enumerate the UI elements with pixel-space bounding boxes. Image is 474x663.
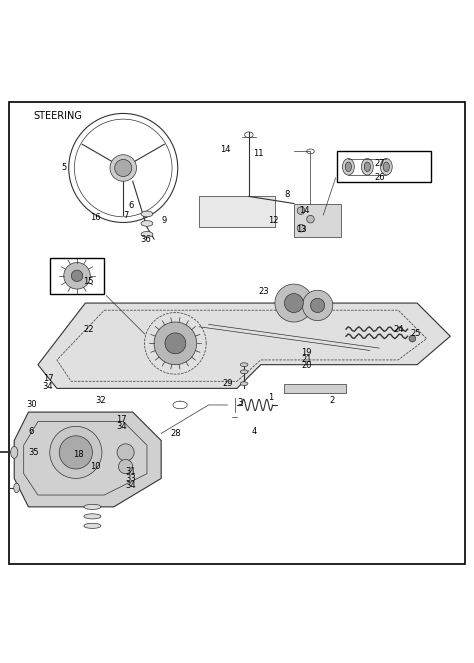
Text: STEERING: STEERING	[33, 111, 82, 121]
Text: 14: 14	[220, 145, 231, 154]
Text: 14: 14	[299, 206, 309, 215]
Circle shape	[284, 294, 303, 312]
Ellipse shape	[141, 221, 153, 226]
Ellipse shape	[342, 158, 354, 175]
Ellipse shape	[240, 370, 248, 374]
Polygon shape	[294, 204, 341, 237]
Ellipse shape	[11, 446, 18, 458]
Circle shape	[64, 263, 90, 289]
Text: 24: 24	[393, 325, 404, 333]
Ellipse shape	[345, 162, 351, 172]
Text: 15: 15	[83, 277, 93, 286]
Text: 30: 30	[26, 400, 36, 410]
Text: 29: 29	[223, 379, 233, 388]
Text: 17: 17	[43, 375, 53, 383]
Text: 3: 3	[237, 398, 242, 407]
Text: 34: 34	[126, 481, 136, 490]
Polygon shape	[38, 303, 450, 389]
Circle shape	[302, 290, 333, 321]
Circle shape	[110, 154, 137, 181]
Ellipse shape	[240, 363, 248, 367]
Text: 28: 28	[171, 429, 181, 438]
Text: 20: 20	[301, 361, 311, 370]
Ellipse shape	[361, 158, 374, 175]
Bar	[337, 151, 431, 182]
Text: 35: 35	[28, 448, 39, 457]
Text: 5: 5	[62, 164, 67, 172]
Text: 23: 23	[258, 286, 269, 296]
Circle shape	[307, 215, 314, 223]
Text: 17: 17	[116, 414, 127, 424]
Ellipse shape	[84, 514, 101, 519]
Text: 25: 25	[410, 330, 420, 338]
Circle shape	[165, 333, 186, 354]
Text: 9: 9	[161, 215, 166, 225]
Text: 13: 13	[296, 225, 307, 234]
Text: 10: 10	[90, 462, 100, 471]
Circle shape	[115, 159, 132, 176]
Text: 6: 6	[28, 426, 34, 436]
Polygon shape	[14, 412, 161, 507]
Polygon shape	[284, 384, 346, 393]
Text: 34: 34	[43, 381, 53, 391]
Text: 2: 2	[329, 396, 335, 404]
Text: 33: 33	[126, 474, 137, 483]
Ellipse shape	[84, 505, 101, 509]
Text: 12: 12	[268, 215, 278, 225]
Text: 1: 1	[268, 393, 273, 402]
Ellipse shape	[141, 211, 153, 217]
Text: 34: 34	[116, 422, 127, 431]
Bar	[50, 258, 104, 294]
Text: 6: 6	[128, 202, 133, 210]
Text: 8: 8	[284, 190, 290, 198]
Circle shape	[297, 207, 305, 214]
Circle shape	[409, 335, 416, 342]
Circle shape	[59, 436, 92, 469]
Ellipse shape	[240, 382, 248, 386]
Circle shape	[275, 284, 313, 322]
Circle shape	[117, 444, 134, 461]
Circle shape	[50, 426, 102, 479]
Ellipse shape	[84, 523, 101, 528]
Text: 11: 11	[254, 149, 264, 158]
Polygon shape	[199, 196, 275, 227]
Text: 36: 36	[140, 235, 151, 243]
Circle shape	[297, 224, 305, 232]
Text: 21: 21	[301, 355, 311, 365]
Text: 27: 27	[374, 158, 385, 168]
Ellipse shape	[383, 162, 390, 172]
Ellipse shape	[14, 483, 19, 493]
Circle shape	[310, 298, 325, 312]
Circle shape	[118, 459, 133, 473]
Circle shape	[154, 322, 197, 365]
Text: 16: 16	[90, 213, 100, 222]
Text: 32: 32	[95, 396, 105, 404]
Text: 4: 4	[251, 426, 256, 436]
Ellipse shape	[380, 158, 392, 175]
Circle shape	[71, 270, 83, 282]
Ellipse shape	[364, 162, 371, 172]
Text: 19: 19	[301, 348, 311, 357]
Text: 18: 18	[73, 450, 84, 459]
Text: 26: 26	[374, 173, 385, 182]
Text: 7: 7	[123, 211, 128, 220]
Text: 22: 22	[83, 325, 93, 333]
Text: 31: 31	[126, 467, 136, 476]
Ellipse shape	[141, 231, 153, 237]
